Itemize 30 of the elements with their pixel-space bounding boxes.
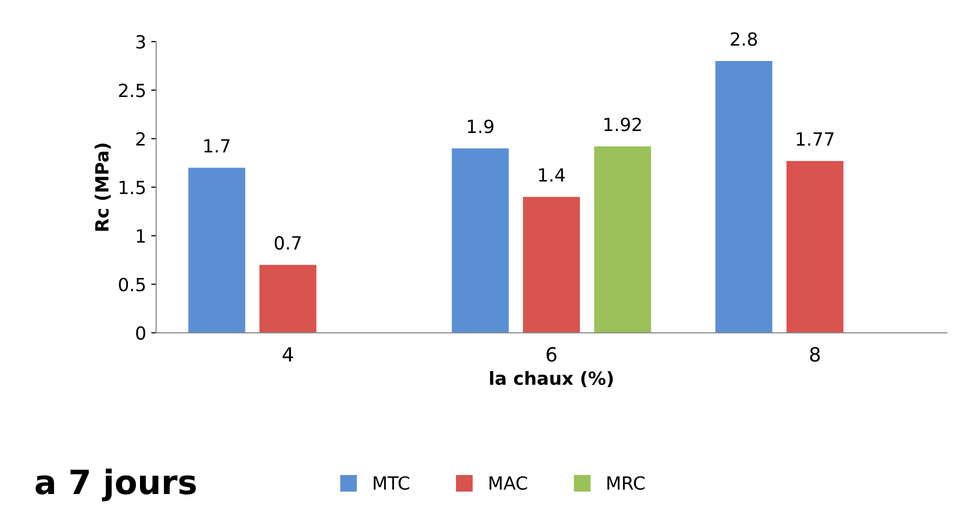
bar	[594, 146, 652, 333]
data-label: 0.7	[274, 236, 301, 250]
text: a 7 jours	[36, 468, 196, 502]
y-tick-label: 2.5	[119, 84, 145, 98]
y-tick-label: 3	[136, 35, 145, 49]
bar	[452, 148, 509, 333]
bar	[522, 196, 580, 333]
legend-label: MAC	[490, 476, 528, 490]
data-label: 2.8	[730, 32, 757, 46]
legend-label: MTC	[374, 476, 410, 490]
bar	[259, 264, 316, 333]
data-label: 1.9	[468, 120, 494, 134]
y-tick-label: 2	[136, 132, 145, 146]
data-label: 1.4	[539, 168, 565, 182]
bar	[715, 61, 772, 333]
legend-label: MRC	[607, 476, 645, 490]
x-tick-label: 8	[810, 347, 820, 362]
data-label: 1.77	[796, 132, 834, 146]
bar	[188, 168, 246, 333]
x-tick-label: 6	[546, 347, 556, 362]
y-tick-label: 1	[136, 229, 145, 243]
x-axis-title: la chaux (%)	[490, 371, 613, 388]
y-tick-label: 0.5	[118, 278, 145, 292]
y-tick-label: 1.5	[120, 180, 145, 194]
bar	[786, 160, 844, 333]
x-tick-label: 4	[282, 347, 294, 362]
y-tick-label: 0	[136, 326, 146, 340]
data-label: 1.92	[604, 118, 641, 132]
y-axis-title: Rc (MPa)	[94, 144, 111, 231]
data-label: 1.7	[204, 139, 230, 152]
